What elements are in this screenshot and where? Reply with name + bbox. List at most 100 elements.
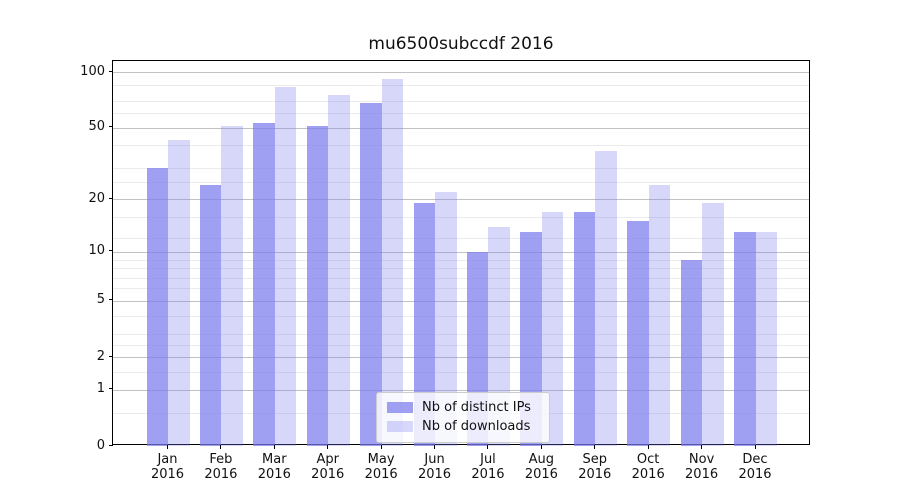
y-tick-label: 5 [96, 292, 105, 308]
year-label: 2016 [631, 467, 665, 482]
month-label: Mar [262, 452, 287, 467]
y-tick-mark [108, 355, 113, 357]
y-tick-label: 50 [88, 119, 105, 135]
gridline-minor [113, 288, 809, 290]
bar-downloads [435, 192, 457, 446]
bar-distinct-ips [680, 259, 703, 446]
y-tick-label: 1 [96, 381, 105, 397]
legend-label-distinct-ips: Nb of distinct IPs [422, 400, 531, 415]
bar-distinct-ips [146, 167, 168, 446]
x-tick-mark [380, 445, 382, 449]
gridline-minor [113, 315, 809, 317]
bar-distinct-ips [306, 125, 329, 446]
gridline-minor [113, 344, 809, 346]
bar-distinct-ips [360, 103, 382, 446]
x-tick-mark [594, 445, 596, 449]
gridline-minor [113, 216, 809, 218]
x-tick-label: Nov 2016 [670, 452, 734, 482]
gridline-major [113, 389, 809, 391]
gridline-minor [113, 268, 809, 270]
bar-distinct-ips [573, 211, 596, 446]
x-tick-mark [647, 445, 649, 449]
gridline-minor [113, 85, 809, 87]
gridline-minor [113, 182, 809, 184]
y-tick-label: 20 [88, 190, 105, 206]
legend-swatch-distinct-ips [387, 402, 413, 413]
bar-downloads [595, 151, 617, 446]
gridline-major [113, 199, 809, 201]
month-label: Aug [528, 452, 555, 467]
year-label: 2016 [524, 467, 558, 482]
bar-downloads [221, 125, 243, 446]
y-tick-label: 10 [88, 243, 105, 259]
bar-distinct-ips [413, 203, 436, 446]
gridline-minor [113, 167, 809, 169]
bar-downloads [755, 232, 777, 446]
bar-distinct-ips [627, 221, 649, 446]
month-label: Sep [582, 452, 608, 467]
x-tick-label: Apr 2016 [296, 452, 360, 482]
x-tick-label: Jun 2016 [403, 452, 467, 482]
month-label: Apr [316, 452, 339, 467]
legend-item-distinct-ips: Nb of distinct IPs [377, 398, 549, 417]
year-label: 2016 [738, 467, 772, 482]
plot-area [112, 60, 810, 446]
legend-item-downloads: Nb of downloads [377, 417, 549, 436]
legend-swatch-downloads [387, 421, 413, 432]
x-tick-label: Aug 2016 [509, 452, 573, 482]
gridline-major [113, 72, 809, 74]
y-tick-mark [108, 197, 113, 199]
x-tick-mark [167, 445, 168, 449]
legend: Nb of distinct IPs Nb of downloads [376, 392, 550, 443]
year-label: 2016 [685, 467, 719, 482]
year-label: 2016 [150, 467, 185, 482]
x-tick-mark [220, 445, 222, 449]
bar-distinct-ips [199, 185, 222, 446]
year-label: 2016 [471, 467, 505, 482]
month-label: Oct [636, 452, 660, 467]
bar-downloads [541, 211, 564, 446]
x-tick-label: Dec 2016 [723, 452, 787, 482]
gridline-minor [113, 259, 809, 261]
x-tick-mark [754, 445, 756, 449]
bar-downloads [702, 203, 724, 446]
x-tick-label: Jan 2016 [136, 452, 200, 482]
y-tick-mark [108, 126, 113, 128]
x-tick-mark [487, 445, 489, 449]
x-tick-label: Oct 2016 [616, 452, 680, 482]
gridline-major [113, 251, 809, 253]
bar-downloads [168, 139, 190, 446]
month-label: Jul [480, 452, 496, 467]
bar-downloads [488, 226, 510, 446]
x-tick-label: Feb 2016 [189, 452, 253, 482]
x-tick-label: Mar 2016 [242, 452, 306, 482]
y-tick-label: 100 [80, 63, 105, 79]
x-tick-mark [701, 445, 703, 449]
month-label: May [367, 452, 395, 467]
gridline-minor [113, 145, 809, 147]
year-label: 2016 [578, 467, 612, 482]
x-tick-mark [540, 445, 542, 449]
x-tick-mark [434, 445, 436, 449]
gridline-minor [113, 100, 809, 102]
bar-distinct-ips [734, 232, 756, 446]
month-label: Jun [424, 452, 445, 467]
y-tick-mark [108, 388, 113, 390]
bar-downloads [328, 95, 350, 446]
gridline-minor [113, 371, 809, 373]
year-label: 2016 [257, 467, 291, 482]
month-label: Dec [742, 452, 768, 467]
legend-label-downloads: Nb of downloads [422, 419, 531, 434]
year-label: 2016 [204, 467, 238, 482]
gridline-minor [113, 333, 809, 335]
y-tick-label: 2 [96, 348, 105, 364]
bar-distinct-ips [253, 122, 275, 446]
month-label: Jan [157, 452, 178, 467]
gridline-minor [113, 277, 809, 279]
gridline-minor [113, 113, 809, 115]
y-tick-mark [108, 299, 113, 301]
x-tick-mark [327, 445, 329, 449]
x-tick-mark [273, 445, 275, 449]
year-label: 2016 [364, 467, 398, 482]
month-label: Feb [209, 452, 233, 467]
